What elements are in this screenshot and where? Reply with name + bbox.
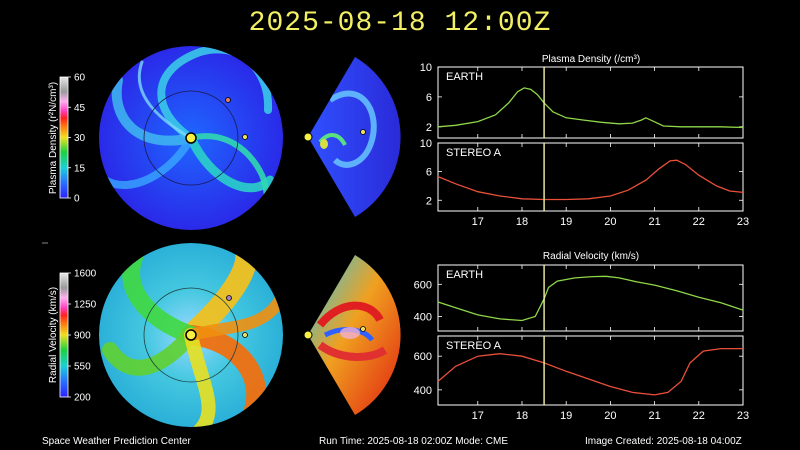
colorbar-tick-label: 900 <box>74 331 91 342</box>
series-line-stereo-a <box>437 159 744 201</box>
timestamp-title: 2025-08-18 12:00Z <box>248 8 552 39</box>
x-tick-label: 18 <box>516 216 528 228</box>
chart-panel-2: 2 6 10 17 18 19 20 21 22 23 STEREO A <box>420 138 749 228</box>
series-line-earth <box>437 87 744 129</box>
y-tick-label: 400 <box>414 385 432 397</box>
y-tick-label: 6 <box>426 92 432 104</box>
y-tick-label: 6 <box>426 167 432 179</box>
chart-panel-3: 400 600 EARTH <box>414 264 744 332</box>
x-tick-label: 17 <box>472 410 484 422</box>
y-tick-label: 10 <box>420 62 432 74</box>
colorbar-tick-label: 1250 <box>74 300 97 311</box>
density-ecliptic-disk <box>99 46 283 230</box>
x-tick-label: 21 <box>648 216 660 228</box>
series-line-earth <box>437 275 744 322</box>
x-tick-label: 22 <box>693 410 705 422</box>
footer-run-time: Run Time: 2025-08-18 02:00Z Mode: CME <box>319 436 508 447</box>
colorbar-tick-label: 1600 <box>74 269 97 280</box>
x-tick-label: 19 <box>560 216 572 228</box>
colorbar-tick-label: 60 <box>74 73 86 84</box>
velocity-ecliptic-disk <box>99 243 283 427</box>
velocity-colorbar: 1600 1250 900 550 200 Radial Velocity (km/s) <box>48 269 97 404</box>
colorbar-tick-label: 30 <box>74 133 86 144</box>
x-tick-label: 17 <box>472 216 484 228</box>
x-tick-label: 18 <box>516 410 528 422</box>
footer-org: Space Weather Prediction Center <box>42 436 191 447</box>
chart-panel-1: 2 6 10 EARTH <box>420 62 744 139</box>
x-tick-label: 20 <box>604 410 616 422</box>
density-meridional-wedge <box>303 57 401 217</box>
colorbar-tick-label: 45 <box>74 103 86 114</box>
x-tick-label: 21 <box>648 410 660 422</box>
panel-label: STEREO A <box>446 340 502 352</box>
panel-label: EARTH <box>446 269 483 281</box>
velocity-panels-title: Radial Velocity (km/s) <box>543 251 639 262</box>
y-tick-label: 2 <box>426 195 432 207</box>
density-colorbar-label: Plasma Density (r²N/cm³) <box>48 82 59 194</box>
panel-label: EARTH <box>446 71 483 83</box>
time-series-panels: 2 6 10 EARTH 2 6 10 17 18 19 20 21 22 23 STEREO A 400 60… <box>414 62 749 422</box>
density-panels-title: Plasma Density (/cm³) <box>542 54 640 65</box>
y-tick-label: 600 <box>414 279 432 291</box>
y-tick-label: 400 <box>414 312 432 324</box>
x-tick-label: 23 <box>737 410 749 422</box>
colorbar-tick-label: 15 <box>74 163 86 174</box>
series-line-stereo-a <box>437 347 743 396</box>
panel-frame <box>437 66 744 139</box>
footer-image-created: Image Created: 2025-08-18 04:00Z <box>585 436 742 447</box>
velocity-meridional-wedge <box>303 255 401 415</box>
x-tick-label: 23 <box>737 216 749 228</box>
colorbar-tick-label: 200 <box>74 393 91 404</box>
x-tick-label: 20 <box>604 216 616 228</box>
y-tick-label: 600 <box>414 351 432 363</box>
y-tick-label: 2 <box>426 122 432 134</box>
x-tick-label: 19 <box>560 410 572 422</box>
density-colorbar: 60 45 30 15 0 Plasma Density (r²N/cm³) <box>48 73 86 205</box>
earth-marker <box>242 134 248 140</box>
velocity-colorbar-label: Radial Velocity (km/s) <box>48 287 59 383</box>
x-tick-label: 22 <box>693 216 705 228</box>
colorbar-tick-label: 550 <box>74 362 91 373</box>
sun-marker <box>185 132 197 144</box>
stereo-a-marker <box>225 97 231 103</box>
panel-frame <box>437 264 744 332</box>
chart-panel-4: 400 600 17 18 19 20 21 22 23 STEREO A <box>414 335 749 422</box>
panel-label: STEREO A <box>446 147 502 159</box>
panel-frame <box>437 335 744 406</box>
y-tick-label: 10 <box>420 138 432 150</box>
colorbar-tick-label: 0 <box>74 194 80 205</box>
